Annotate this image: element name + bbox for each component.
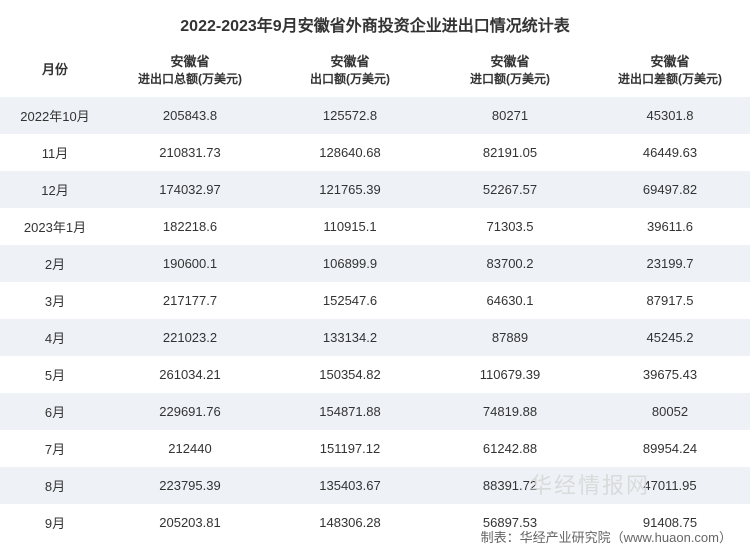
cell-export: 125572.8	[270, 97, 430, 134]
header-import-sub: 进口额(万美元)	[434, 71, 586, 88]
header-month: 月份	[0, 44, 110, 97]
cell-import: 74819.88	[430, 393, 590, 430]
footer-credit: 制表：华经产业研究院（www.huaon.com）	[481, 527, 732, 546]
table-row: 12月174032.97121765.3952267.5769497.82	[0, 171, 750, 208]
header-export-top: 安徽省	[330, 54, 369, 69]
header-diff-sub: 进出口差额(万美元)	[594, 71, 746, 88]
cell-total: 221023.2	[110, 319, 270, 356]
table-row: 8月223795.39135403.6788391.7247011.95	[0, 467, 750, 504]
cell-import: 83700.2	[430, 245, 590, 282]
cell-export: 133134.2	[270, 319, 430, 356]
header-row: 月份 安徽省 进出口总额(万美元) 安徽省 出口额(万美元) 安徽省 进口额(万…	[0, 44, 750, 97]
cell-diff: 23199.7	[590, 245, 750, 282]
cell-diff: 39675.43	[590, 356, 750, 393]
cell-month: 2022年10月	[0, 97, 110, 134]
cell-month: 7月	[0, 430, 110, 467]
header-total-sub: 进出口总额(万美元)	[114, 71, 266, 88]
cell-export: 128640.68	[270, 134, 430, 171]
cell-diff: 47011.95	[590, 467, 750, 504]
cell-diff: 45301.8	[590, 97, 750, 134]
table-row: 7月212440151197.1261242.8889954.24	[0, 430, 750, 467]
cell-month: 2023年1月	[0, 208, 110, 245]
cell-month: 9月	[0, 504, 110, 541]
cell-import: 64630.1	[430, 282, 590, 319]
data-table: 月份 安徽省 进出口总额(万美元) 安徽省 出口额(万美元) 安徽省 进口额(万…	[0, 44, 750, 541]
header-total-top: 安徽省	[170, 54, 209, 69]
cell-total: 190600.1	[110, 245, 270, 282]
cell-export: 110915.1	[270, 208, 430, 245]
table-row: 4月221023.2133134.28788945245.2	[0, 319, 750, 356]
cell-total: 223795.39	[110, 467, 270, 504]
cell-total: 261034.21	[110, 356, 270, 393]
cell-diff: 80052	[590, 393, 750, 430]
table-row: 6月229691.76154871.8874819.8880052	[0, 393, 750, 430]
cell-diff: 39611.6	[590, 208, 750, 245]
table-row: 5月261034.21150354.82110679.3939675.43	[0, 356, 750, 393]
table-title: 2022-2023年9月安徽省外商投资企业进出口情况统计表	[0, 0, 750, 44]
cell-import: 71303.5	[430, 208, 590, 245]
header-total: 安徽省 进出口总额(万美元)	[110, 44, 270, 97]
cell-import: 88391.72	[430, 467, 590, 504]
cell-total: 210831.73	[110, 134, 270, 171]
cell-month: 4月	[0, 319, 110, 356]
cell-export: 150354.82	[270, 356, 430, 393]
cell-export: 154871.88	[270, 393, 430, 430]
table-row: 3月217177.7152547.664630.187917.5	[0, 282, 750, 319]
cell-import: 87889	[430, 319, 590, 356]
cell-import: 110679.39	[430, 356, 590, 393]
header-export: 安徽省 出口额(万美元)	[270, 44, 430, 97]
cell-month: 11月	[0, 134, 110, 171]
cell-export: 135403.67	[270, 467, 430, 504]
cell-import: 82191.05	[430, 134, 590, 171]
table-row: 2月190600.1106899.983700.223199.7	[0, 245, 750, 282]
cell-total: 174032.97	[110, 171, 270, 208]
cell-diff: 87917.5	[590, 282, 750, 319]
cell-month: 3月	[0, 282, 110, 319]
cell-import: 52267.57	[430, 171, 590, 208]
cell-total: 182218.6	[110, 208, 270, 245]
cell-month: 2月	[0, 245, 110, 282]
header-import-top: 安徽省	[490, 54, 529, 69]
cell-month: 6月	[0, 393, 110, 430]
cell-month: 5月	[0, 356, 110, 393]
cell-total: 205203.81	[110, 504, 270, 541]
cell-import: 61242.88	[430, 430, 590, 467]
cell-export: 148306.28	[270, 504, 430, 541]
header-export-sub: 出口额(万美元)	[274, 71, 426, 88]
cell-diff: 45245.2	[590, 319, 750, 356]
cell-total: 212440	[110, 430, 270, 467]
cell-import: 80271	[430, 97, 590, 134]
cell-export: 151197.12	[270, 430, 430, 467]
table-row: 2022年10月205843.8125572.88027145301.8	[0, 97, 750, 134]
cell-month: 8月	[0, 467, 110, 504]
cell-diff: 89954.24	[590, 430, 750, 467]
header-diff-top: 安徽省	[650, 54, 689, 69]
header-diff: 安徽省 进出口差额(万美元)	[590, 44, 750, 97]
cell-export: 121765.39	[270, 171, 430, 208]
cell-export: 106899.9	[270, 245, 430, 282]
table-row: 2023年1月182218.6110915.171303.539611.6	[0, 208, 750, 245]
cell-total: 217177.7	[110, 282, 270, 319]
cell-export: 152547.6	[270, 282, 430, 319]
cell-diff: 69497.82	[590, 171, 750, 208]
cell-month: 12月	[0, 171, 110, 208]
cell-diff: 46449.63	[590, 134, 750, 171]
cell-total: 205843.8	[110, 97, 270, 134]
table-row: 11月210831.73128640.6882191.0546449.63	[0, 134, 750, 171]
header-import: 安徽省 进口额(万美元)	[430, 44, 590, 97]
cell-total: 229691.76	[110, 393, 270, 430]
